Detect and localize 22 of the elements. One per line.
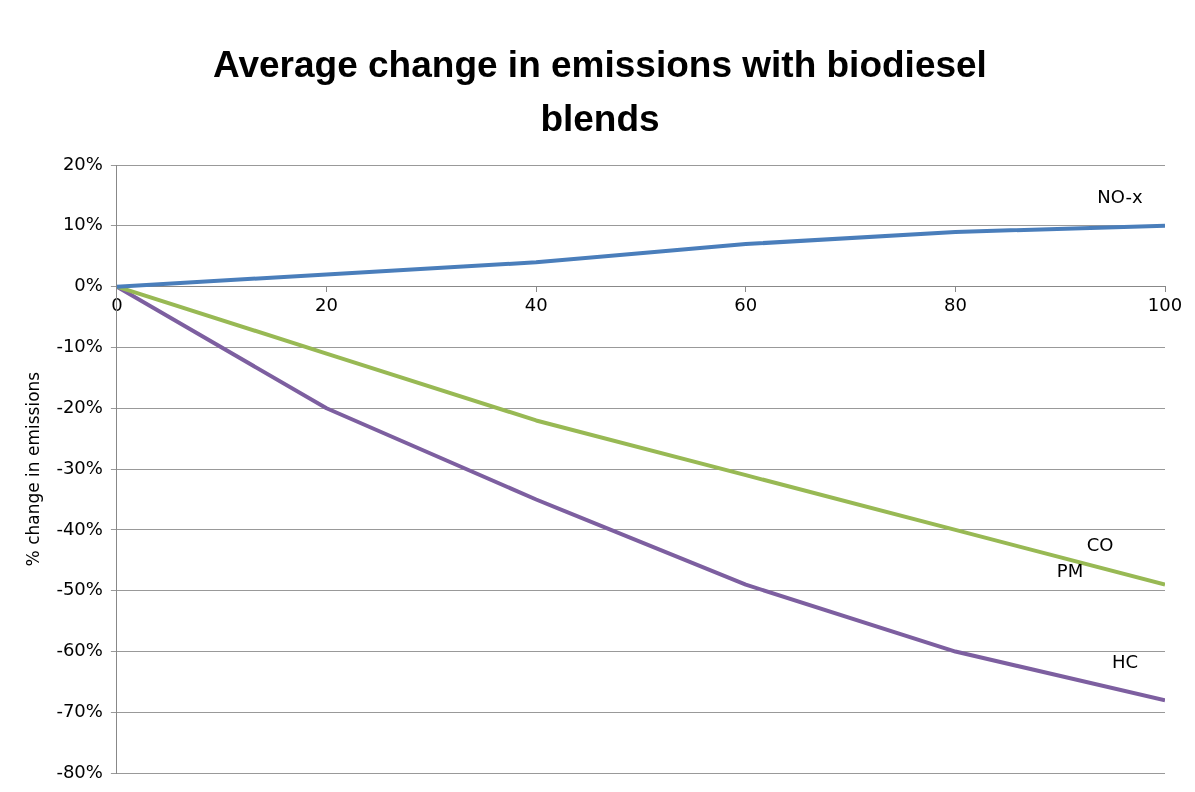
x-tick-label: 20 <box>315 294 338 316</box>
series-label: HC <box>1111 650 1139 672</box>
y-tick-label: -80% <box>56 760 103 782</box>
annotation: CO <box>1086 534 1114 556</box>
x-tick-label: 80 <box>943 294 967 316</box>
y-tick-label: -40% <box>56 517 103 539</box>
x-tick-label: 60 <box>734 294 758 316</box>
y-tick-label: 10% <box>62 213 103 235</box>
chart-title: Average change in emissions with biodiesel blends <box>212 43 988 141</box>
x-tick-label: 100 <box>1147 294 1183 316</box>
y-tick-label: -60% <box>56 639 103 661</box>
x-tick-label: 40 <box>524 294 548 316</box>
series-label: NO-x <box>1097 186 1143 208</box>
y-tick-label: -10% <box>56 335 103 357</box>
y-tick-label: 20% <box>62 152 103 174</box>
y-tick-label: -30% <box>56 456 103 478</box>
y-tick-label: 0% <box>74 274 103 296</box>
y-axis-title: % change in emissions <box>22 371 43 567</box>
y-tick-label: -50% <box>56 578 103 600</box>
y-tick-label: -20% <box>56 395 103 417</box>
series-label: PM <box>1056 560 1084 582</box>
y-tick-label: -70% <box>56 700 103 722</box>
